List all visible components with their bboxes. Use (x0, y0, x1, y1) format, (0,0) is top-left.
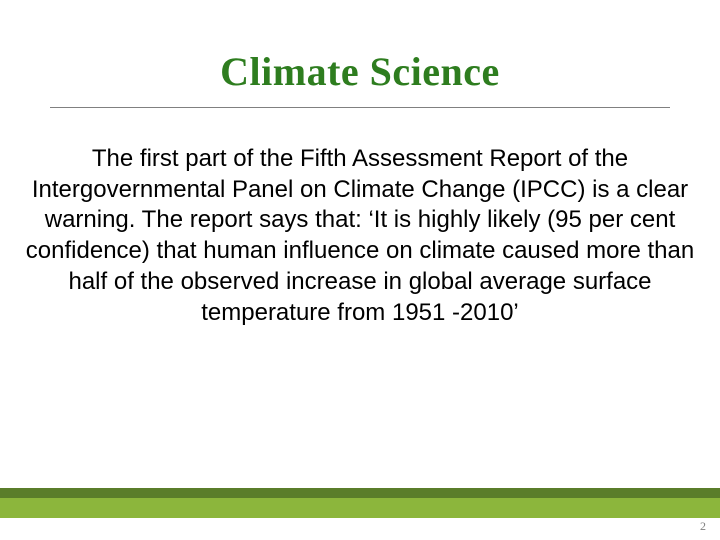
page-number: 2 (700, 519, 706, 534)
footer-bar-dark-stripe (0, 488, 720, 498)
footer-bar (0, 488, 720, 518)
slide: Climate Science The first part of the Fi… (0, 0, 720, 540)
footer-bar-light-stripe (0, 498, 720, 518)
slide-body-text: The first part of the Fifth Assessment R… (0, 108, 720, 328)
slide-title: Climate Science (0, 0, 720, 107)
